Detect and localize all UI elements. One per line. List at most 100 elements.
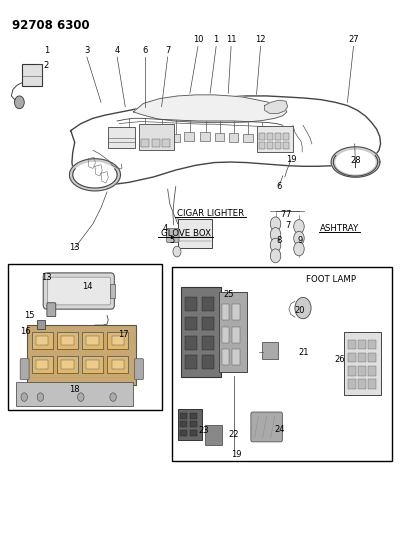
Bar — [283, 133, 289, 140]
FancyBboxPatch shape — [348, 340, 356, 349]
Bar — [180, 413, 187, 419]
FancyBboxPatch shape — [135, 359, 143, 379]
FancyBboxPatch shape — [368, 379, 376, 389]
Text: 21: 21 — [299, 349, 309, 357]
Bar — [200, 132, 210, 141]
FancyBboxPatch shape — [37, 320, 45, 329]
FancyBboxPatch shape — [43, 273, 114, 309]
FancyBboxPatch shape — [48, 277, 111, 305]
Text: 15: 15 — [24, 311, 34, 320]
FancyBboxPatch shape — [257, 126, 293, 152]
Circle shape — [78, 393, 84, 401]
Circle shape — [270, 228, 281, 241]
Text: 1: 1 — [214, 36, 219, 44]
Bar — [112, 360, 124, 369]
FancyBboxPatch shape — [348, 366, 356, 376]
Bar — [283, 142, 289, 149]
Text: FOOT LAMP: FOOT LAMP — [306, 276, 356, 284]
Text: 13: 13 — [69, 244, 80, 252]
Bar — [141, 139, 149, 147]
Text: 4: 4 — [162, 224, 167, 232]
Text: 20: 20 — [295, 306, 305, 314]
Text: 19: 19 — [286, 156, 296, 164]
FancyBboxPatch shape — [358, 353, 366, 362]
Circle shape — [21, 393, 27, 401]
Bar — [185, 297, 197, 311]
Bar — [184, 132, 194, 141]
Text: 10: 10 — [193, 36, 203, 44]
Text: 13: 13 — [41, 273, 52, 281]
FancyBboxPatch shape — [178, 409, 202, 440]
Bar — [180, 430, 187, 436]
Polygon shape — [336, 150, 375, 174]
FancyBboxPatch shape — [178, 219, 212, 248]
Text: GLOVE BOX: GLOVE BOX — [161, 229, 211, 238]
Bar — [267, 133, 273, 140]
Bar — [190, 430, 197, 436]
Bar — [222, 327, 229, 343]
Circle shape — [270, 249, 281, 263]
Text: 8: 8 — [276, 237, 282, 245]
FancyBboxPatch shape — [82, 356, 103, 373]
Bar — [215, 133, 224, 141]
Bar — [222, 304, 229, 320]
Text: 4: 4 — [115, 46, 120, 55]
Bar — [152, 139, 160, 147]
Circle shape — [270, 217, 281, 231]
Circle shape — [294, 242, 304, 256]
FancyBboxPatch shape — [368, 340, 376, 349]
Text: 11: 11 — [226, 36, 236, 44]
Text: 16: 16 — [20, 327, 30, 336]
Text: 7: 7 — [285, 210, 290, 219]
Bar — [122, 131, 132, 140]
Text: 7: 7 — [285, 221, 290, 230]
Circle shape — [173, 246, 181, 257]
Text: 23: 23 — [199, 426, 209, 435]
Bar — [232, 349, 240, 365]
Polygon shape — [331, 147, 380, 177]
Text: 2: 2 — [44, 61, 49, 69]
FancyBboxPatch shape — [57, 356, 78, 373]
Text: 5: 5 — [169, 237, 174, 245]
Text: 18: 18 — [69, 385, 80, 393]
Circle shape — [294, 220, 304, 233]
FancyBboxPatch shape — [57, 332, 78, 349]
Text: 7: 7 — [165, 46, 170, 55]
Bar — [172, 266, 392, 461]
Bar — [259, 142, 265, 149]
Text: 3: 3 — [84, 46, 90, 55]
FancyBboxPatch shape — [368, 366, 376, 376]
Bar — [170, 134, 180, 142]
Text: 26: 26 — [334, 356, 345, 364]
Bar — [156, 136, 166, 144]
Text: 14: 14 — [82, 282, 92, 291]
Polygon shape — [71, 96, 381, 185]
Text: 92708 6300: 92708 6300 — [12, 19, 90, 31]
Text: 9: 9 — [297, 237, 302, 245]
Circle shape — [294, 231, 304, 245]
Text: 12: 12 — [255, 36, 266, 44]
Bar — [267, 142, 273, 149]
FancyBboxPatch shape — [107, 332, 128, 349]
FancyBboxPatch shape — [205, 425, 222, 445]
Text: 1: 1 — [44, 46, 49, 55]
Polygon shape — [74, 163, 116, 187]
Bar — [185, 317, 197, 330]
FancyBboxPatch shape — [32, 332, 53, 349]
Bar — [229, 133, 238, 142]
Text: 19: 19 — [231, 450, 242, 458]
Bar — [275, 133, 281, 140]
Bar — [36, 360, 48, 369]
FancyBboxPatch shape — [348, 379, 356, 389]
FancyBboxPatch shape — [20, 359, 29, 379]
FancyBboxPatch shape — [32, 356, 53, 373]
FancyBboxPatch shape — [22, 64, 42, 86]
Polygon shape — [133, 95, 287, 123]
Text: 27: 27 — [348, 36, 359, 44]
Bar — [243, 134, 252, 142]
Text: 22: 22 — [228, 430, 239, 439]
Text: CIGAR LIGHTER: CIGAR LIGHTER — [177, 209, 244, 217]
FancyBboxPatch shape — [368, 353, 376, 362]
Text: 6: 6 — [143, 46, 148, 55]
FancyBboxPatch shape — [107, 356, 128, 373]
